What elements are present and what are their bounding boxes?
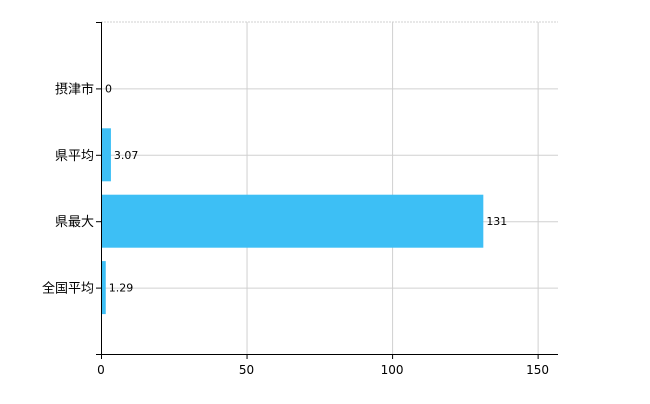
y-tick-label: 県最大 [55,215,94,230]
bar [102,128,111,182]
data-label: 1.29 [109,282,134,295]
bar [102,194,484,248]
data-label: 0 [105,82,112,95]
data-label: 3.07 [114,149,139,162]
x-tick-label: 0 [97,363,105,377]
data-label: 131 [486,215,507,228]
y-tick-label: 全国平均 [42,281,94,297]
y-tick-label: 県平均 [55,149,94,164]
x-tick-label: 100 [381,363,404,377]
y-tick-label: 摂津市 [55,81,94,97]
bar [102,261,106,315]
x-tick-label: 150 [526,363,549,377]
x-tick-label: 50 [239,363,254,377]
